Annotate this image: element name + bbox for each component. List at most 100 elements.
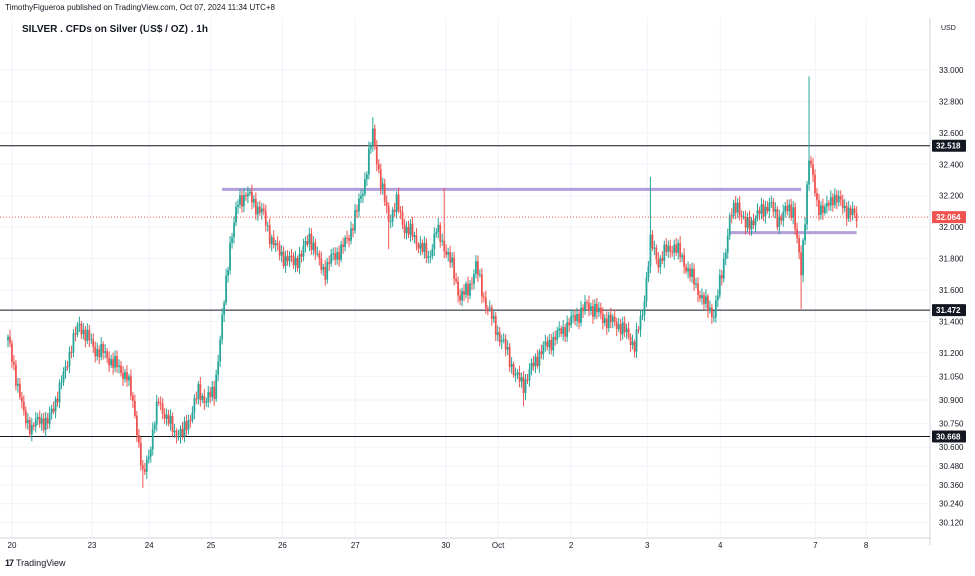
candle-body — [116, 355, 118, 368]
candle-body — [730, 215, 733, 217]
candle-body — [322, 266, 325, 270]
symbol-title[interactable]: SILVER . CFDs on Silver (US$ / OZ) . 1h — [22, 24, 208, 35]
candle-body — [383, 183, 386, 202]
candle-body — [209, 392, 212, 397]
candle-body — [135, 415, 138, 436]
candle-body — [15, 364, 17, 386]
candle-body — [695, 283, 697, 285]
candle-body — [651, 234, 654, 249]
currency-label[interactable]: USD — [941, 25, 956, 32]
tradingview-footer[interactable]: 17 TradingView — [5, 558, 66, 568]
candle-body — [391, 209, 394, 222]
candle-body — [697, 283, 699, 296]
candle-body — [179, 428, 182, 437]
candle-body — [756, 210, 759, 218]
candle-body — [619, 324, 622, 335]
candle-body — [550, 339, 553, 351]
candle-body — [667, 245, 670, 252]
candle-body — [607, 314, 610, 329]
price-tag: 32.518 — [932, 139, 966, 152]
candle-body — [822, 205, 824, 213]
candle-body — [437, 224, 440, 233]
candle-body — [276, 243, 279, 246]
candle-body — [133, 401, 136, 416]
candle-body — [100, 343, 103, 358]
candle-body — [742, 216, 745, 218]
candle-body — [191, 412, 194, 421]
candle-body — [340, 244, 343, 260]
candle-body — [673, 244, 676, 253]
candle-body — [233, 222, 235, 238]
candle-body — [750, 220, 753, 230]
candle-body — [621, 322, 624, 335]
candle-body — [584, 302, 586, 312]
candle-body — [435, 232, 438, 234]
candle-body — [270, 237, 273, 245]
candle-body — [685, 266, 688, 272]
candle-body — [536, 356, 539, 366]
tradingview-brand: TradingView — [16, 558, 66, 568]
candle-body — [38, 416, 41, 424]
candle-body — [417, 244, 420, 249]
candle-body — [720, 275, 723, 279]
candle-body — [288, 255, 291, 262]
candle-body — [657, 259, 660, 268]
candle-body — [151, 429, 154, 450]
candle-body — [478, 274, 481, 276]
candle-body — [167, 414, 170, 424]
candle-body — [488, 307, 491, 309]
candle-body — [794, 207, 797, 230]
candle-body — [256, 206, 259, 215]
publish-info: TimothyFigueroa published on TradingView… — [5, 3, 276, 12]
candle-body — [290, 255, 293, 257]
candle-body — [163, 413, 166, 419]
candle-body — [231, 237, 233, 243]
candle-body — [360, 195, 362, 199]
candle-body — [245, 194, 247, 197]
candle-body — [504, 339, 507, 350]
candle-body — [593, 303, 596, 317]
candle-body — [431, 248, 434, 257]
candle-body — [22, 401, 25, 411]
horizontal-levels — [0, 145, 930, 437]
candle-body — [18, 383, 21, 398]
candle-body — [225, 275, 228, 303]
candle-body — [342, 244, 344, 247]
candle-body — [546, 341, 549, 348]
candle-body — [766, 206, 769, 212]
time-tick-label: 4 — [718, 541, 723, 550]
candle-body — [32, 424, 35, 427]
time-tick-label: 7 — [813, 541, 818, 550]
candle-body — [7, 336, 9, 341]
candle-body — [94, 346, 97, 357]
candle-body — [274, 243, 277, 246]
candle-body — [580, 307, 582, 323]
candle-body — [556, 330, 559, 340]
candle-body — [28, 419, 31, 435]
candle-body — [804, 224, 806, 241]
candle-body — [699, 295, 701, 299]
candle-body — [754, 217, 757, 226]
price-tag: 31.472 — [932, 304, 966, 317]
candle-body — [613, 316, 616, 322]
candle-body — [603, 318, 606, 323]
time-tick-label: 20 — [8, 541, 17, 550]
candle-body — [381, 183, 384, 189]
candle-body — [816, 193, 818, 201]
candle-body — [703, 295, 705, 304]
candle-body — [62, 371, 65, 383]
candle-body — [401, 212, 404, 225]
candle-body — [96, 349, 99, 357]
candle-body — [427, 256, 430, 259]
candle-body — [722, 259, 725, 279]
candle-body — [764, 206, 767, 217]
price-tag-label: 32.064 — [936, 213, 961, 222]
price-tick-label: 33.000 — [939, 66, 964, 75]
candle-body — [617, 324, 620, 329]
candle-body — [471, 283, 473, 285]
price-tick-label: 32.200 — [939, 192, 964, 201]
candle-body — [441, 240, 444, 242]
candle-body — [758, 210, 761, 214]
candle-body — [199, 384, 202, 400]
